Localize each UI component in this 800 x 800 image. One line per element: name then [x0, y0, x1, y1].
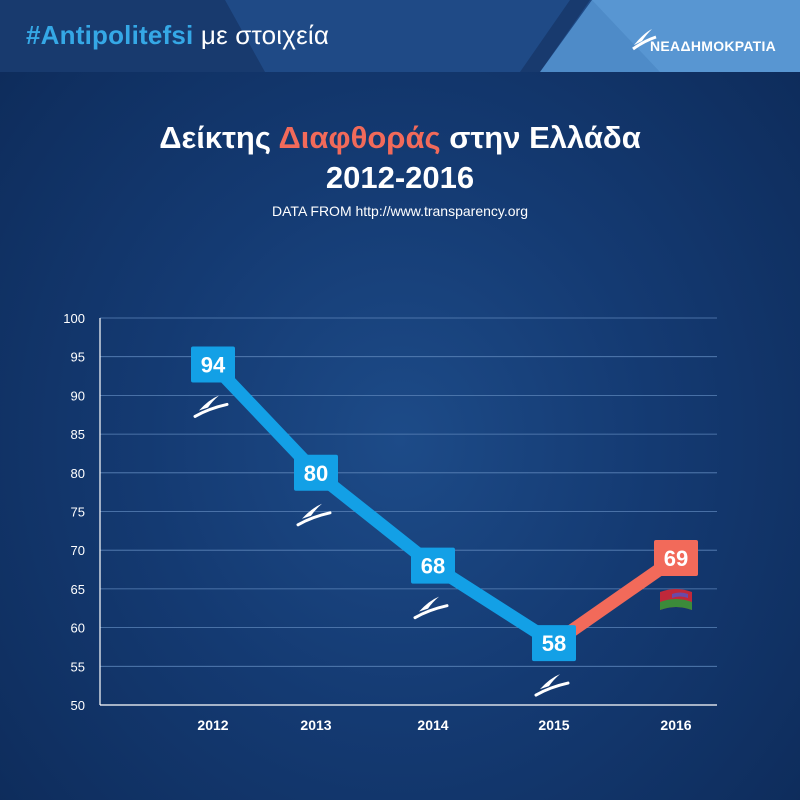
syriza-flag-green — [660, 598, 692, 610]
nd-logo-swoosh — [534, 681, 570, 697]
data-label: 58 — [542, 631, 566, 656]
data-point-box — [411, 547, 455, 584]
nd-logo-flame — [302, 503, 322, 519]
y-tick-label: 70 — [71, 543, 85, 558]
data-label: 80 — [304, 461, 328, 486]
nd-logo-icon — [534, 674, 570, 697]
y-tick-label: 100 — [63, 311, 85, 326]
hashtag-title: #Antipolitefsi με στοιχεία — [26, 20, 329, 51]
title-part-1: Δείκτης — [159, 120, 279, 155]
y-tick-label: 85 — [71, 427, 85, 442]
y-tick-label: 95 — [71, 350, 85, 365]
x-tick-label: 2013 — [300, 717, 331, 733]
y-tick-label: 80 — [71, 466, 85, 481]
y-tick-label: 65 — [71, 582, 85, 597]
data-label: 69 — [664, 546, 688, 571]
nd-logo-flame — [419, 596, 439, 612]
x-tick-label: 2015 — [538, 717, 569, 733]
nd-logo-icon — [193, 395, 229, 418]
syriza-flag-purple — [672, 592, 688, 598]
title-highlight: Διαφθοράς — [278, 120, 441, 155]
nd-logo-swoosh — [296, 511, 332, 527]
y-tick-label: 75 — [71, 505, 85, 520]
logo-text: ΝΕΑΔΗΜΟΚΡΑΤΙΑ — [650, 38, 777, 54]
header-decoration — [225, 0, 800, 72]
data-point-box — [191, 346, 235, 383]
nd-logo-icon — [632, 29, 657, 51]
nd-logo-swoosh — [413, 604, 449, 620]
header-bar: #Antipolitefsi με στοιχεία ΝΕΑΔΗΜΟΚΡΑΤΙΑ — [0, 0, 800, 72]
data-point: 80 — [294, 454, 338, 491]
nd-logo-flame — [199, 395, 219, 411]
data-point: 94 — [191, 346, 235, 383]
data-source: DATA FROM http://www.transparency.org — [272, 203, 528, 219]
x-tick-label: 2016 — [660, 717, 691, 733]
data-point-box — [532, 625, 576, 662]
hashtag-subtitle: με στοιχεία — [193, 20, 330, 50]
title-years: 2012-2016 — [325, 160, 475, 195]
nd-logo-icon — [413, 596, 449, 620]
chart-title: Δείκτης Διαφθοράς στην Ελλάδα 2012-2016 — [0, 118, 800, 198]
series-segment — [206, 357, 323, 480]
nd-logo-swoosh — [193, 402, 229, 418]
data-label: 94 — [201, 352, 226, 377]
data-label: 68 — [421, 554, 445, 579]
data-point-box — [654, 539, 698, 576]
y-tick-label: 50 — [71, 698, 85, 713]
y-tick-label: 55 — [71, 659, 85, 674]
nd-logo-flame — [540, 674, 560, 690]
y-tick-label: 90 — [71, 388, 85, 403]
syriza-flag-icon — [660, 588, 692, 610]
nd-logo-icon — [296, 503, 332, 527]
data-point-box — [294, 454, 338, 491]
hashtag-label: #Antipolitefsi — [26, 20, 194, 50]
y-tick-label: 60 — [71, 621, 85, 636]
data-point: 58 — [532, 625, 576, 662]
data-point: 68 — [411, 547, 455, 584]
x-tick-label: 2012 — [197, 717, 228, 733]
x-tick-label: 2014 — [417, 717, 448, 733]
data-point: 69 — [654, 539, 698, 576]
title-part-2: στην Ελλάδα — [440, 120, 641, 155]
